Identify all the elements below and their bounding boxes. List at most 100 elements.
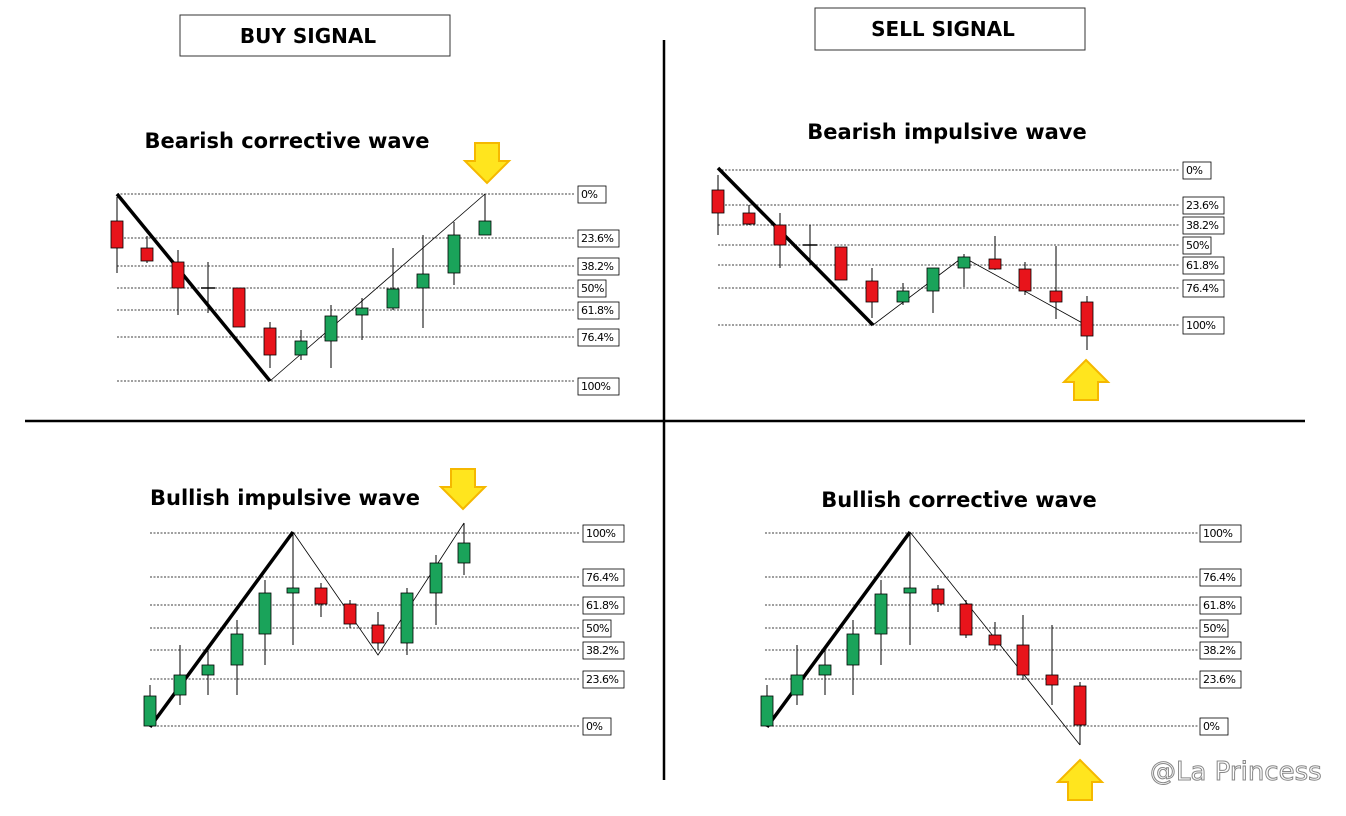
fib-label-box	[1199, 619, 1229, 638]
candle-body	[903, 587, 917, 594]
candle-body	[314, 587, 328, 605]
fib-label: 0%	[1203, 720, 1219, 733]
fib-label-box	[582, 717, 612, 736]
candle-body	[896, 290, 910, 303]
watermark: @La Princess	[1150, 757, 1322, 787]
fib-label: 23.6%	[1186, 199, 1218, 212]
fib-label: 76.4%	[1203, 571, 1235, 584]
candle-body	[400, 592, 414, 644]
candle-body	[711, 189, 725, 214]
candle-body	[457, 542, 471, 564]
buy-header-box	[179, 14, 451, 57]
fib-label-box	[1199, 596, 1242, 615]
candle-body	[742, 212, 756, 225]
fib-label-box	[582, 641, 625, 660]
candle-body	[416, 273, 430, 289]
candle-body	[865, 280, 879, 303]
fib-label-box	[1199, 717, 1229, 736]
candle-body	[294, 340, 308, 356]
fib-label-box	[577, 229, 620, 248]
candle-body	[343, 603, 357, 625]
fib-label: 100%	[581, 380, 610, 393]
candle-body	[173, 674, 187, 696]
candle-body	[263, 327, 277, 356]
fib-label: 0%	[581, 188, 597, 201]
fib-label: 38.2%	[1186, 219, 1218, 232]
fib-label-box	[582, 670, 625, 689]
fib-label-box	[577, 328, 620, 347]
candle-body	[1080, 301, 1094, 337]
candle-body	[232, 287, 246, 328]
fib-label: 23.6%	[586, 673, 618, 686]
fib-label-box	[1182, 256, 1225, 275]
candle-body	[1016, 644, 1030, 676]
fib-label-box	[577, 377, 620, 396]
fib-label: 38.2%	[586, 644, 618, 657]
candle-body	[143, 695, 157, 727]
candle-body	[1049, 290, 1063, 303]
fib-label: 100%	[1186, 319, 1215, 332]
fib-label: 76.4%	[586, 571, 618, 584]
panel-title: Bearish corrective wave	[145, 129, 430, 153]
candle-body	[386, 288, 400, 309]
candle-body	[760, 695, 774, 727]
signal-arrow	[1055, 758, 1105, 801]
candle-body	[1018, 268, 1032, 292]
fib-label-box	[577, 257, 620, 276]
candle-body	[355, 307, 369, 316]
fib-label: 61.8%	[1186, 259, 1218, 272]
fib-label-box	[1199, 641, 1242, 660]
fib-label: 23.6%	[1203, 673, 1235, 686]
candle-body	[773, 224, 787, 246]
signal-arrow	[462, 142, 512, 185]
fib-label: 100%	[586, 527, 615, 540]
fib-label-box	[1199, 524, 1242, 543]
candle-body	[926, 267, 940, 292]
candle-body	[324, 315, 338, 342]
candle-body	[258, 592, 272, 635]
fib-label-box	[1182, 316, 1225, 335]
candle-body	[478, 220, 492, 236]
fib-label-box	[582, 524, 625, 543]
sell-header-box	[814, 7, 1086, 51]
candle-body	[957, 256, 971, 269]
candle-body	[447, 234, 461, 274]
signal-arrow	[1061, 358, 1111, 401]
fib-label-box	[1182, 216, 1225, 235]
candle-body	[874, 593, 888, 635]
fib-label-box	[1182, 279, 1225, 298]
wave-thick	[716, 166, 875, 327]
fib-label: 38.2%	[581, 260, 613, 273]
candle-body	[110, 220, 124, 249]
candle-body	[286, 587, 300, 594]
fib-label: 50%	[1186, 239, 1209, 252]
candle-body	[988, 634, 1002, 646]
fib-label: 61.8%	[1203, 599, 1235, 612]
fib-label-box	[1199, 670, 1242, 689]
panel-title: Bullish corrective wave	[821, 488, 1097, 512]
fib-label: 76.4%	[1186, 282, 1218, 295]
fib-label-box	[582, 619, 612, 638]
wave-thick	[765, 530, 912, 729]
candle-body	[1045, 674, 1059, 686]
fib-label: 61.8%	[586, 599, 618, 612]
fib-label-box	[577, 279, 607, 298]
fib-label: 50%	[1203, 622, 1226, 635]
candle-body	[171, 261, 185, 289]
wave-thick	[148, 530, 295, 729]
fib-label-box	[577, 301, 620, 320]
fib-label-box	[1199, 568, 1242, 587]
wave-thick	[115, 192, 272, 383]
candle-body	[140, 247, 154, 262]
fib-label: 61.8%	[581, 304, 613, 317]
buy-header: BUY SIGNAL	[240, 24, 376, 48]
signal-arrow	[438, 468, 488, 511]
fib-label: 76.4%	[581, 331, 613, 344]
candle-body	[1073, 685, 1087, 726]
candle-body	[834, 246, 848, 281]
fib-label: 0%	[586, 720, 602, 733]
candle-body	[959, 603, 973, 636]
candle-body	[201, 664, 215, 676]
candle-body	[988, 258, 1002, 270]
fib-label: 23.6%	[581, 232, 613, 245]
